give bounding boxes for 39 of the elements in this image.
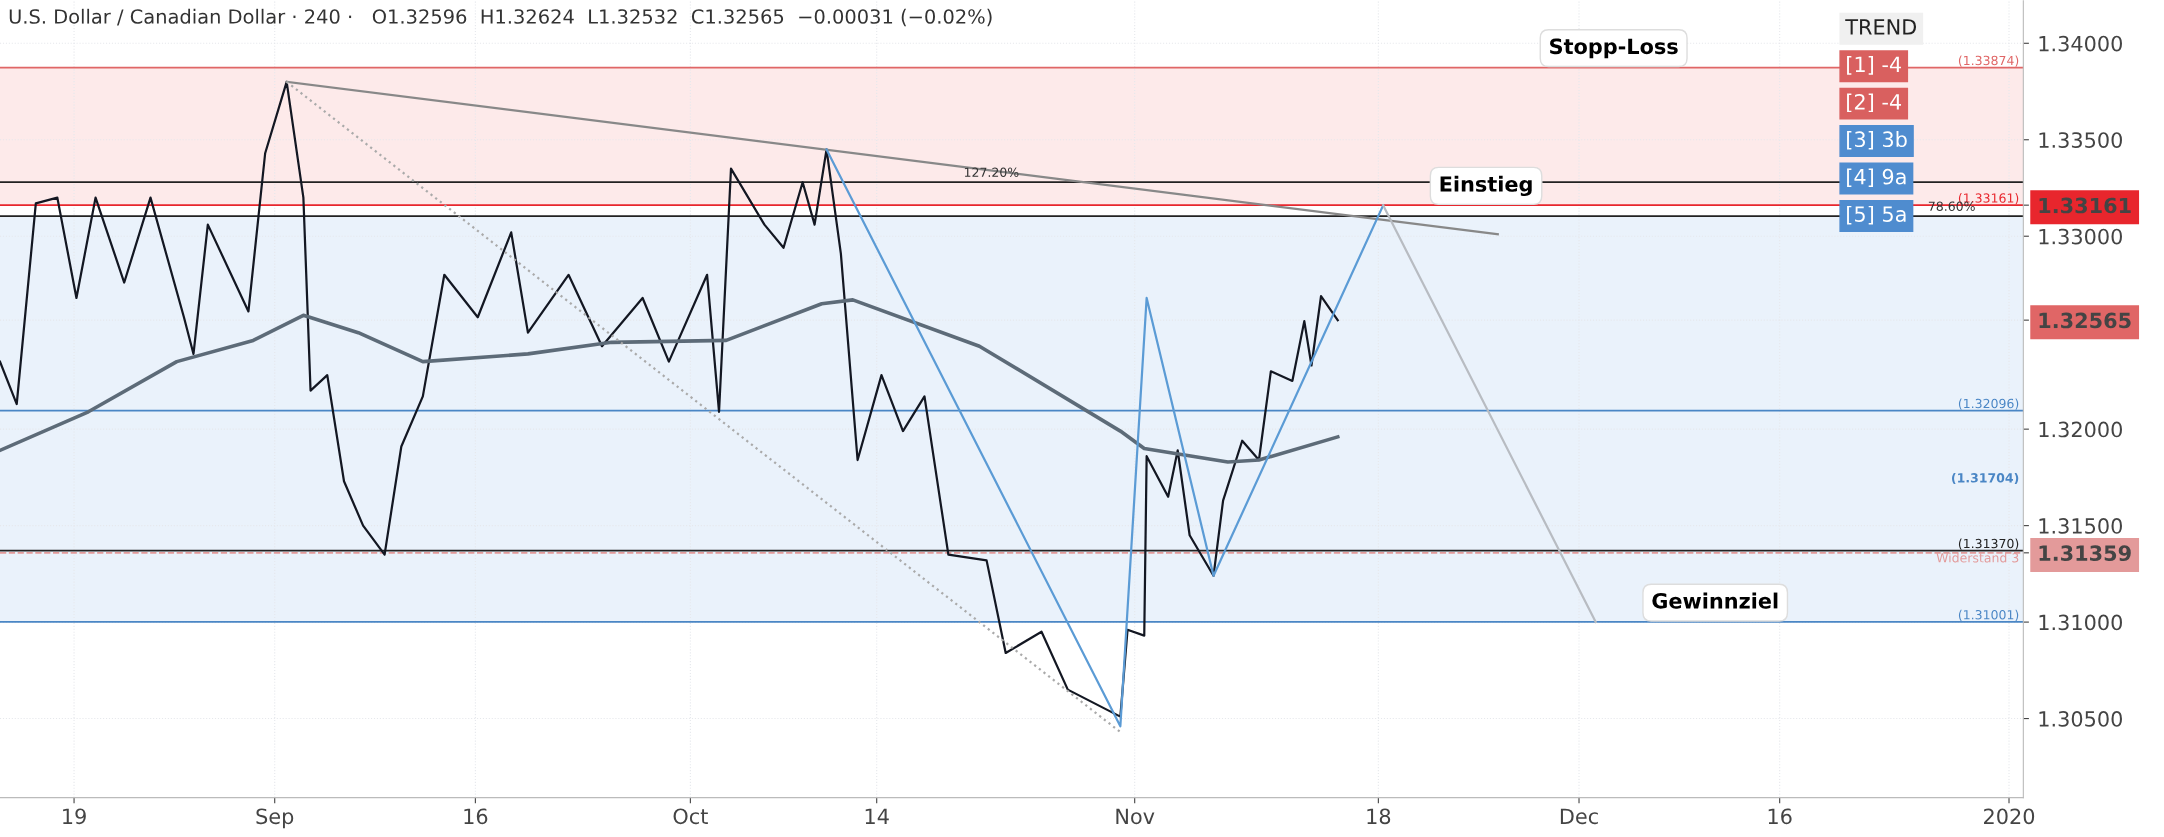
x-tick-label: Sep [256,808,294,829]
ref-line-label: (1.31001) [1958,609,2019,621]
x-tick-label: 18 [1367,808,1391,825]
chart-title: U.S. Dollar / Canadian Dollar · 240 · O1.32596 H1.32624 L1.32532 C1.32565 −0.00031 (−0.02%) [9,8,992,27]
y-tick-label: 1.31359 [2039,545,2131,562]
x-tick-label: 2020 [1984,808,2035,825]
annotation: [5] 5a [1847,205,1906,225]
annotation: [2] -4 [1847,93,1902,113]
ref-line-label: (1.31370) [1958,538,2019,550]
ref-line-label: Widerstand 3 [1936,552,2019,563]
annotation: [1] -4 [1847,56,1902,75]
annotation: TREND [1845,19,1917,35]
annotation: Gewinnziel [1652,592,1778,609]
annotation: Stopp-Loss [1550,38,1678,59]
annotation: [3] 3b [1847,131,1907,150]
x-tick-label: Oct [673,808,708,825]
text: 1.31500 [2039,518,2122,534]
x-tick-label: Dec [1560,808,1598,825]
x-tick-label: Nov [1116,808,1155,825]
x-tick-label: 19 [63,808,86,825]
x-tick-label: 16 [1768,808,1792,825]
x-tick-label: 16 [464,808,488,825]
x-tick-label: 14 [865,808,889,824]
y-tick-label: 1.32565 [2039,312,2131,329]
text: 1.33000 [2039,228,2122,245]
annotation: (1.31704) [1952,472,2019,485]
text: 1.30500 [2039,711,2122,727]
ref-line-label: (1.32096) [1958,398,2019,410]
line-series [825,148,1385,728]
line-series [0,80,1339,718]
line-series [0,298,1340,464]
y-tick-label: 1.33161 [2039,197,2131,214]
annotation: [4] 9a [1847,168,1906,188]
text: 1.33500 [2039,132,2122,148]
ref-line-label: (1.33874) [1958,55,2019,67]
text: 1.31000 [2039,614,2122,631]
text: 1.34000 [2039,35,2122,52]
text: 1.32000 [2039,421,2122,438]
annotation: Einstieg [1440,175,1532,197]
